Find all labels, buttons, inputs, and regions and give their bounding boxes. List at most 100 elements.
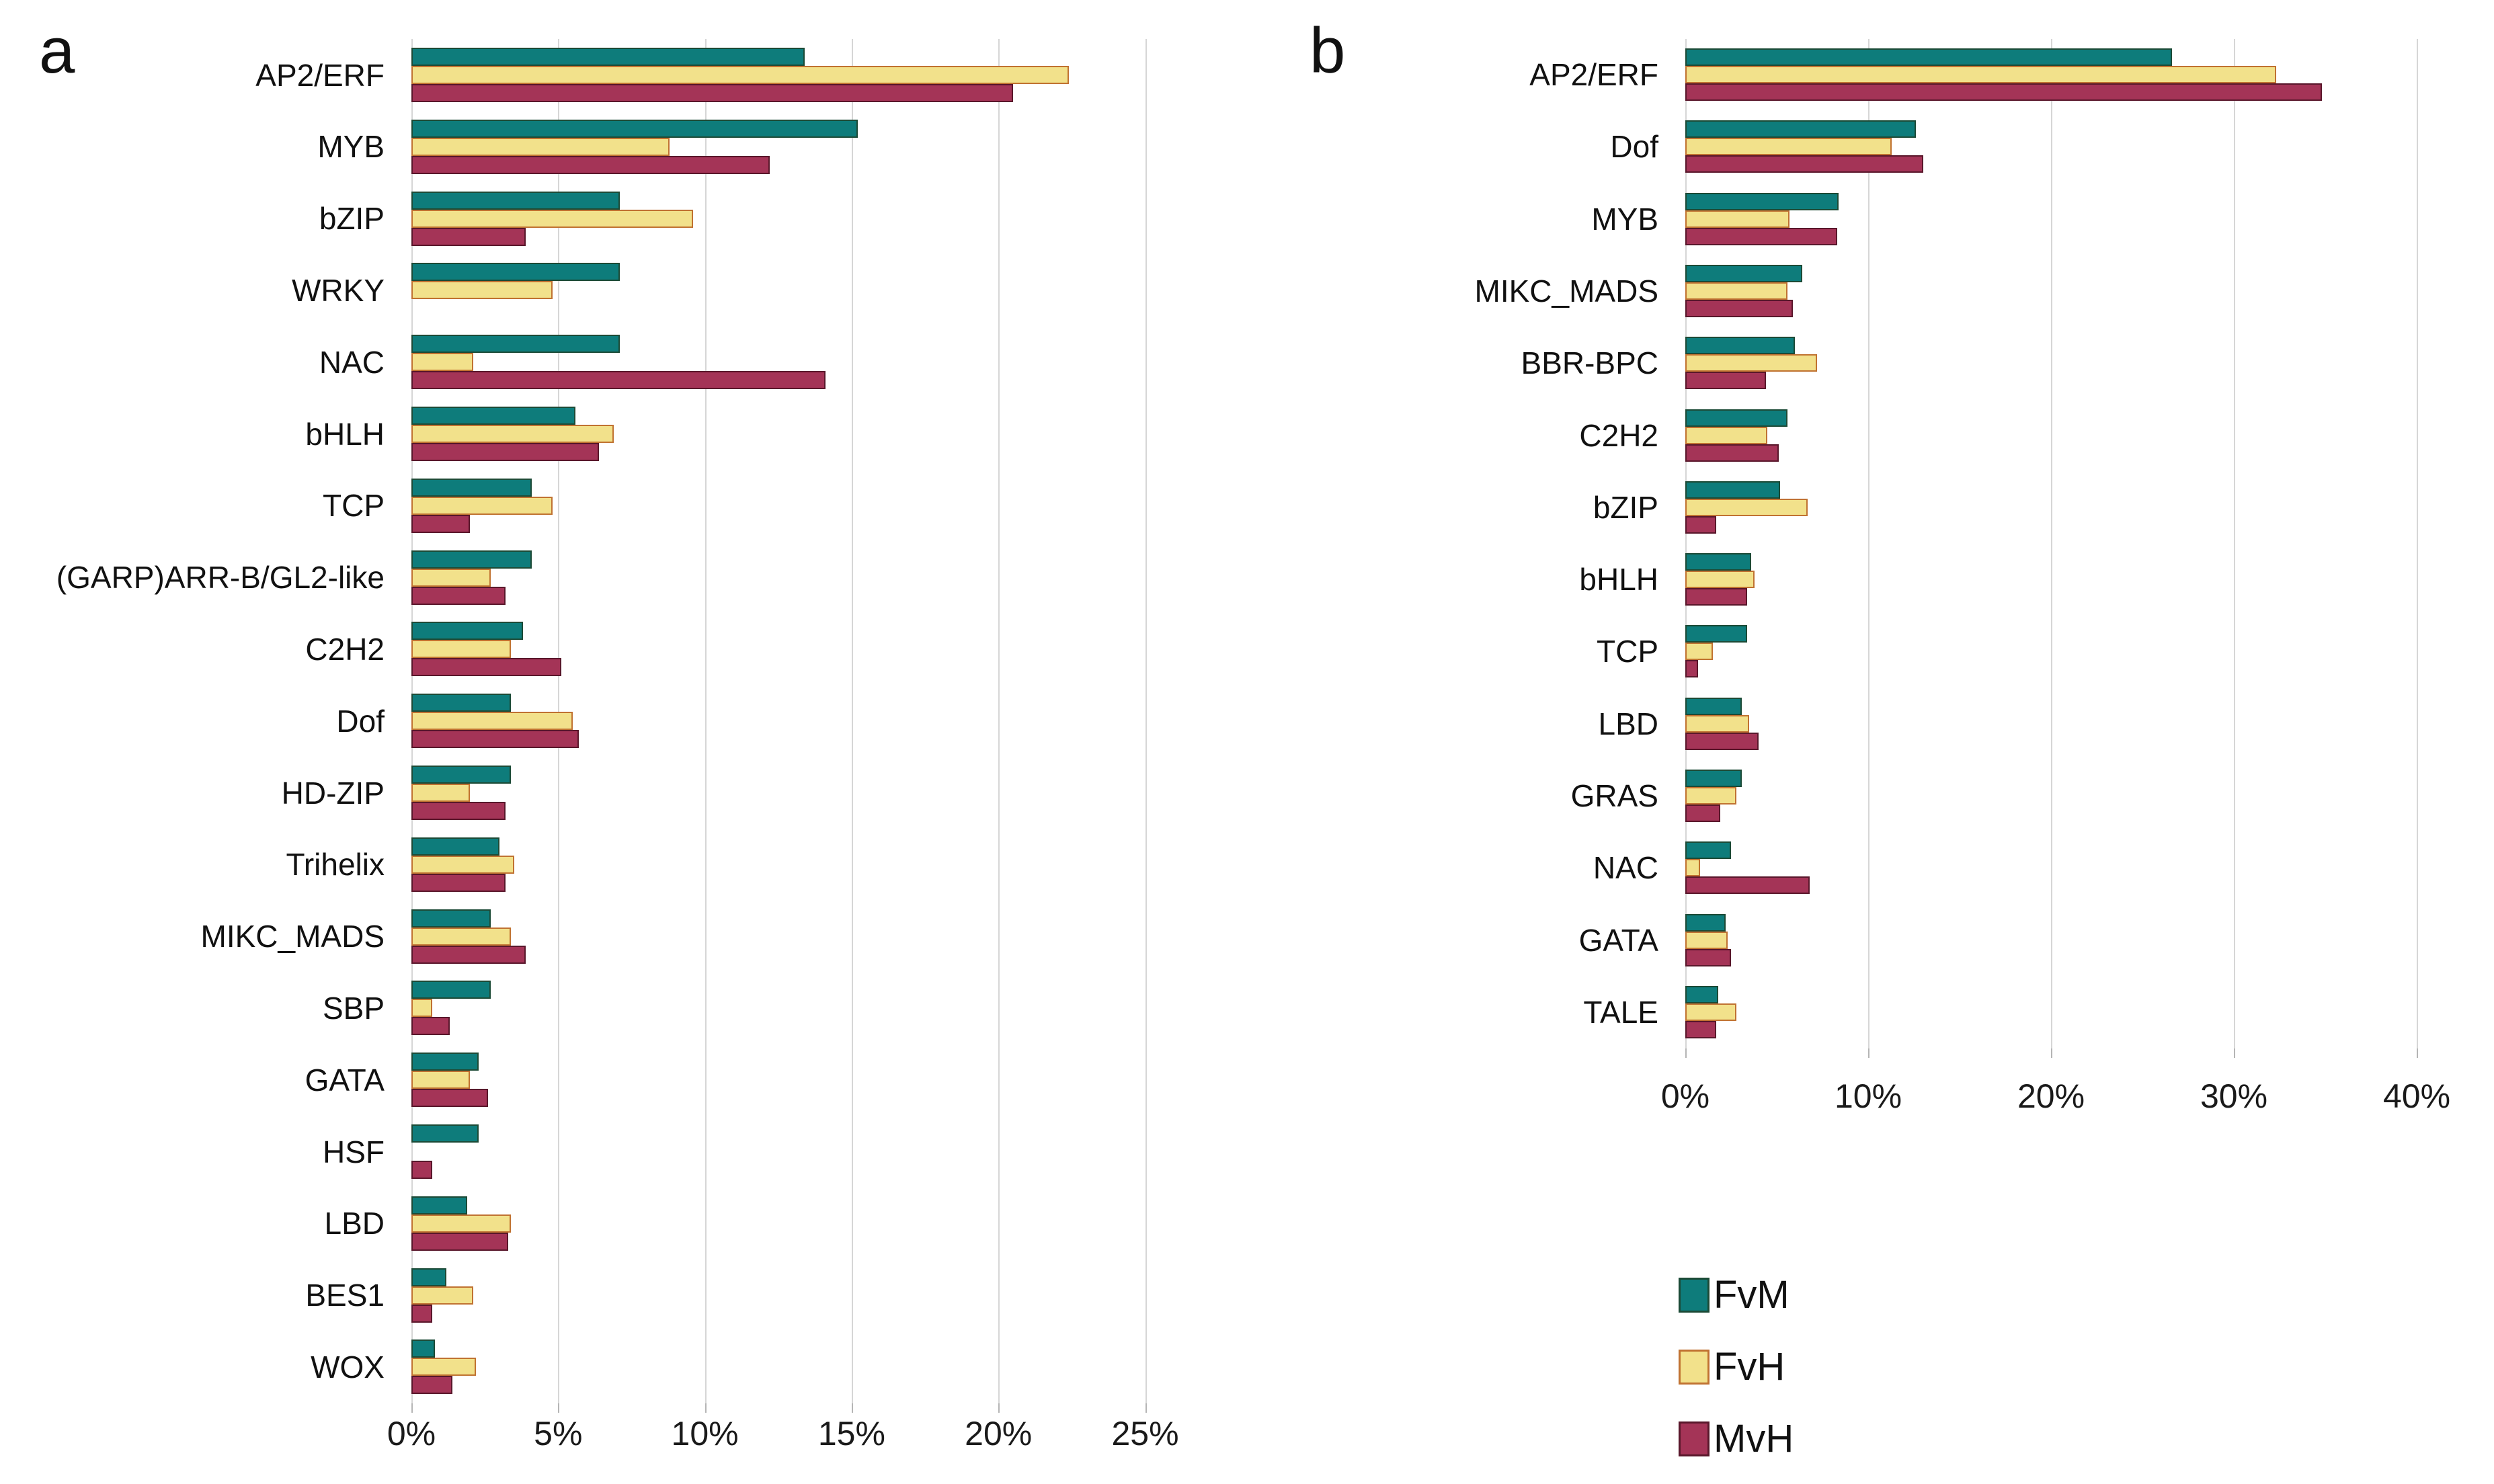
bar-fvh (411, 1214, 512, 1233)
x-axis-tick-label: 5% (534, 1415, 583, 1452)
bar-fvm (1685, 120, 1916, 138)
bar-fvh (1685, 210, 1790, 228)
bar-mvh (411, 730, 579, 749)
axis-tick (1685, 1048, 1687, 1058)
bar-mvh (411, 1304, 432, 1323)
category-label: C2H2 (1579, 417, 1658, 453)
category-label: SBP (322, 990, 385, 1026)
bar-fvh (1685, 787, 1737, 805)
legend-label: FvM (1714, 1273, 1789, 1317)
category-label: Dof (1610, 129, 1658, 165)
x-axis-tick-label: 20% (2017, 1077, 2085, 1115)
bar-fvm (1685, 337, 1796, 355)
bar-fvm (411, 407, 576, 425)
bar-mvh (411, 514, 471, 533)
axis-tick (851, 1403, 853, 1413)
bar-mvh (411, 1161, 432, 1179)
legend-label: MvH (1714, 1417, 1794, 1460)
legend-item-fvh: FvH (1679, 1348, 1785, 1387)
bar-fvm (1685, 770, 1742, 787)
category-label: BES1 (305, 1278, 385, 1313)
bar-mvh (411, 227, 526, 246)
legend-swatch (1679, 1350, 1709, 1385)
bar-fvh (1685, 138, 1892, 156)
category-label: BBR-BPC (1521, 345, 1658, 381)
legend-swatch (1679, 1278, 1709, 1313)
category-label: GATA (1578, 922, 1658, 958)
category-label: bZIP (319, 201, 385, 237)
bar-fvm (1685, 841, 1731, 860)
x-axis-tick-label: 25% (1111, 1415, 1179, 1452)
x-axis-tick-label: 30% (2200, 1077, 2268, 1115)
bar-mvh (411, 802, 506, 820)
bar-fvm (1685, 48, 2172, 66)
category-label: AP2/ERF (255, 57, 385, 93)
bar-fvh (1685, 426, 1768, 444)
bar-mvh (1685, 444, 1779, 462)
bar-fvm (411, 48, 805, 66)
bar-mvh (1685, 155, 1923, 173)
x-axis-tick-label: 15% (817, 1415, 885, 1452)
bar-fvm (1685, 481, 1781, 499)
category-label: (GARP)ARR-B/GL2-like (56, 560, 385, 595)
category-label: GATA (305, 1062, 385, 1098)
bar-fvh (1685, 571, 1755, 589)
bar-fvm (411, 550, 532, 569)
bar-fvm (411, 1268, 447, 1286)
category-label: LBD (1598, 706, 1658, 741)
bar-mvh (1685, 83, 2322, 101)
bar-fvm (411, 478, 532, 497)
bar-fvh (411, 712, 573, 731)
bar-fvm (411, 1196, 467, 1214)
gridline (2234, 39, 2235, 1048)
bar-mvh (411, 873, 506, 892)
bar-mvh (411, 443, 600, 461)
legend-item-fvm: FvM (1679, 1276, 1789, 1315)
category-label: bHLH (305, 416, 385, 452)
bar-fvh (411, 568, 491, 587)
bar-fvh (1685, 66, 2276, 83)
category-label: MYB (1591, 201, 1658, 237)
axis-tick (2051, 1048, 2052, 1058)
category-label: bZIP (1593, 489, 1658, 525)
bar-fvm (411, 1124, 479, 1143)
axis-tick (2234, 1048, 2235, 1058)
bar-fvh (411, 1358, 477, 1376)
bar-mvh (411, 84, 1014, 102)
bar-mvh (1685, 732, 1759, 750)
bar-fvm (1685, 697, 1742, 715)
gridline (705, 39, 707, 1403)
gridline (998, 39, 1000, 1403)
bar-mvh (1685, 805, 1720, 822)
category-label: C2H2 (305, 631, 385, 667)
bar-fvm (411, 263, 620, 282)
category-label: AP2/ERF (1529, 57, 1658, 92)
bar-fvh (411, 640, 512, 659)
bar-fvh (411, 353, 473, 372)
bar-mvh (411, 1232, 509, 1251)
legend-item-mvh: MvH (1679, 1419, 1794, 1458)
bar-fvh (1685, 859, 1700, 877)
bar-fvh (1685, 282, 1788, 300)
bar-fvh (411, 999, 432, 1018)
category-label: TCP (1597, 634, 1658, 669)
bar-fvm (1685, 625, 1748, 643)
category-label: HSF (323, 1134, 385, 1169)
category-label: GRAS (1570, 778, 1658, 813)
bar-fvm (411, 335, 620, 354)
bar-fvh (411, 1286, 473, 1305)
category-label: NAC (319, 344, 385, 380)
x-axis-tick-label: 10% (1834, 1077, 1902, 1115)
gridline (2051, 39, 2052, 1048)
category-label: HD-ZIP (281, 775, 385, 811)
bar-fvm (411, 622, 523, 641)
category-label: LBD (324, 1206, 385, 1241)
bar-fvh (411, 425, 614, 443)
category-label: bHLH (1579, 562, 1658, 597)
axis-tick (705, 1403, 707, 1413)
bar-mvh (411, 658, 561, 677)
category-label: Dof (336, 703, 385, 739)
bar-mvh (411, 945, 526, 964)
bar-fvh (411, 137, 670, 156)
